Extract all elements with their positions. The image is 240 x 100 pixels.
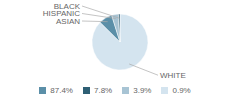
svg-text:BLACK: BLACK	[54, 2, 81, 11]
html-text:7.8%: 7.8%	[94, 86, 113, 95]
html-text:0.9%: 0.9%	[172, 86, 191, 95]
html-text:3.9%: 3.9%	[133, 86, 152, 95]
svg-text:WHITE: WHITE	[160, 71, 186, 80]
svg-text:HISPANIC: HISPANIC	[42, 9, 80, 18]
html-text:87.4%: 87.4%	[50, 86, 73, 95]
svg-text:ASIAN: ASIAN	[56, 16, 80, 26]
